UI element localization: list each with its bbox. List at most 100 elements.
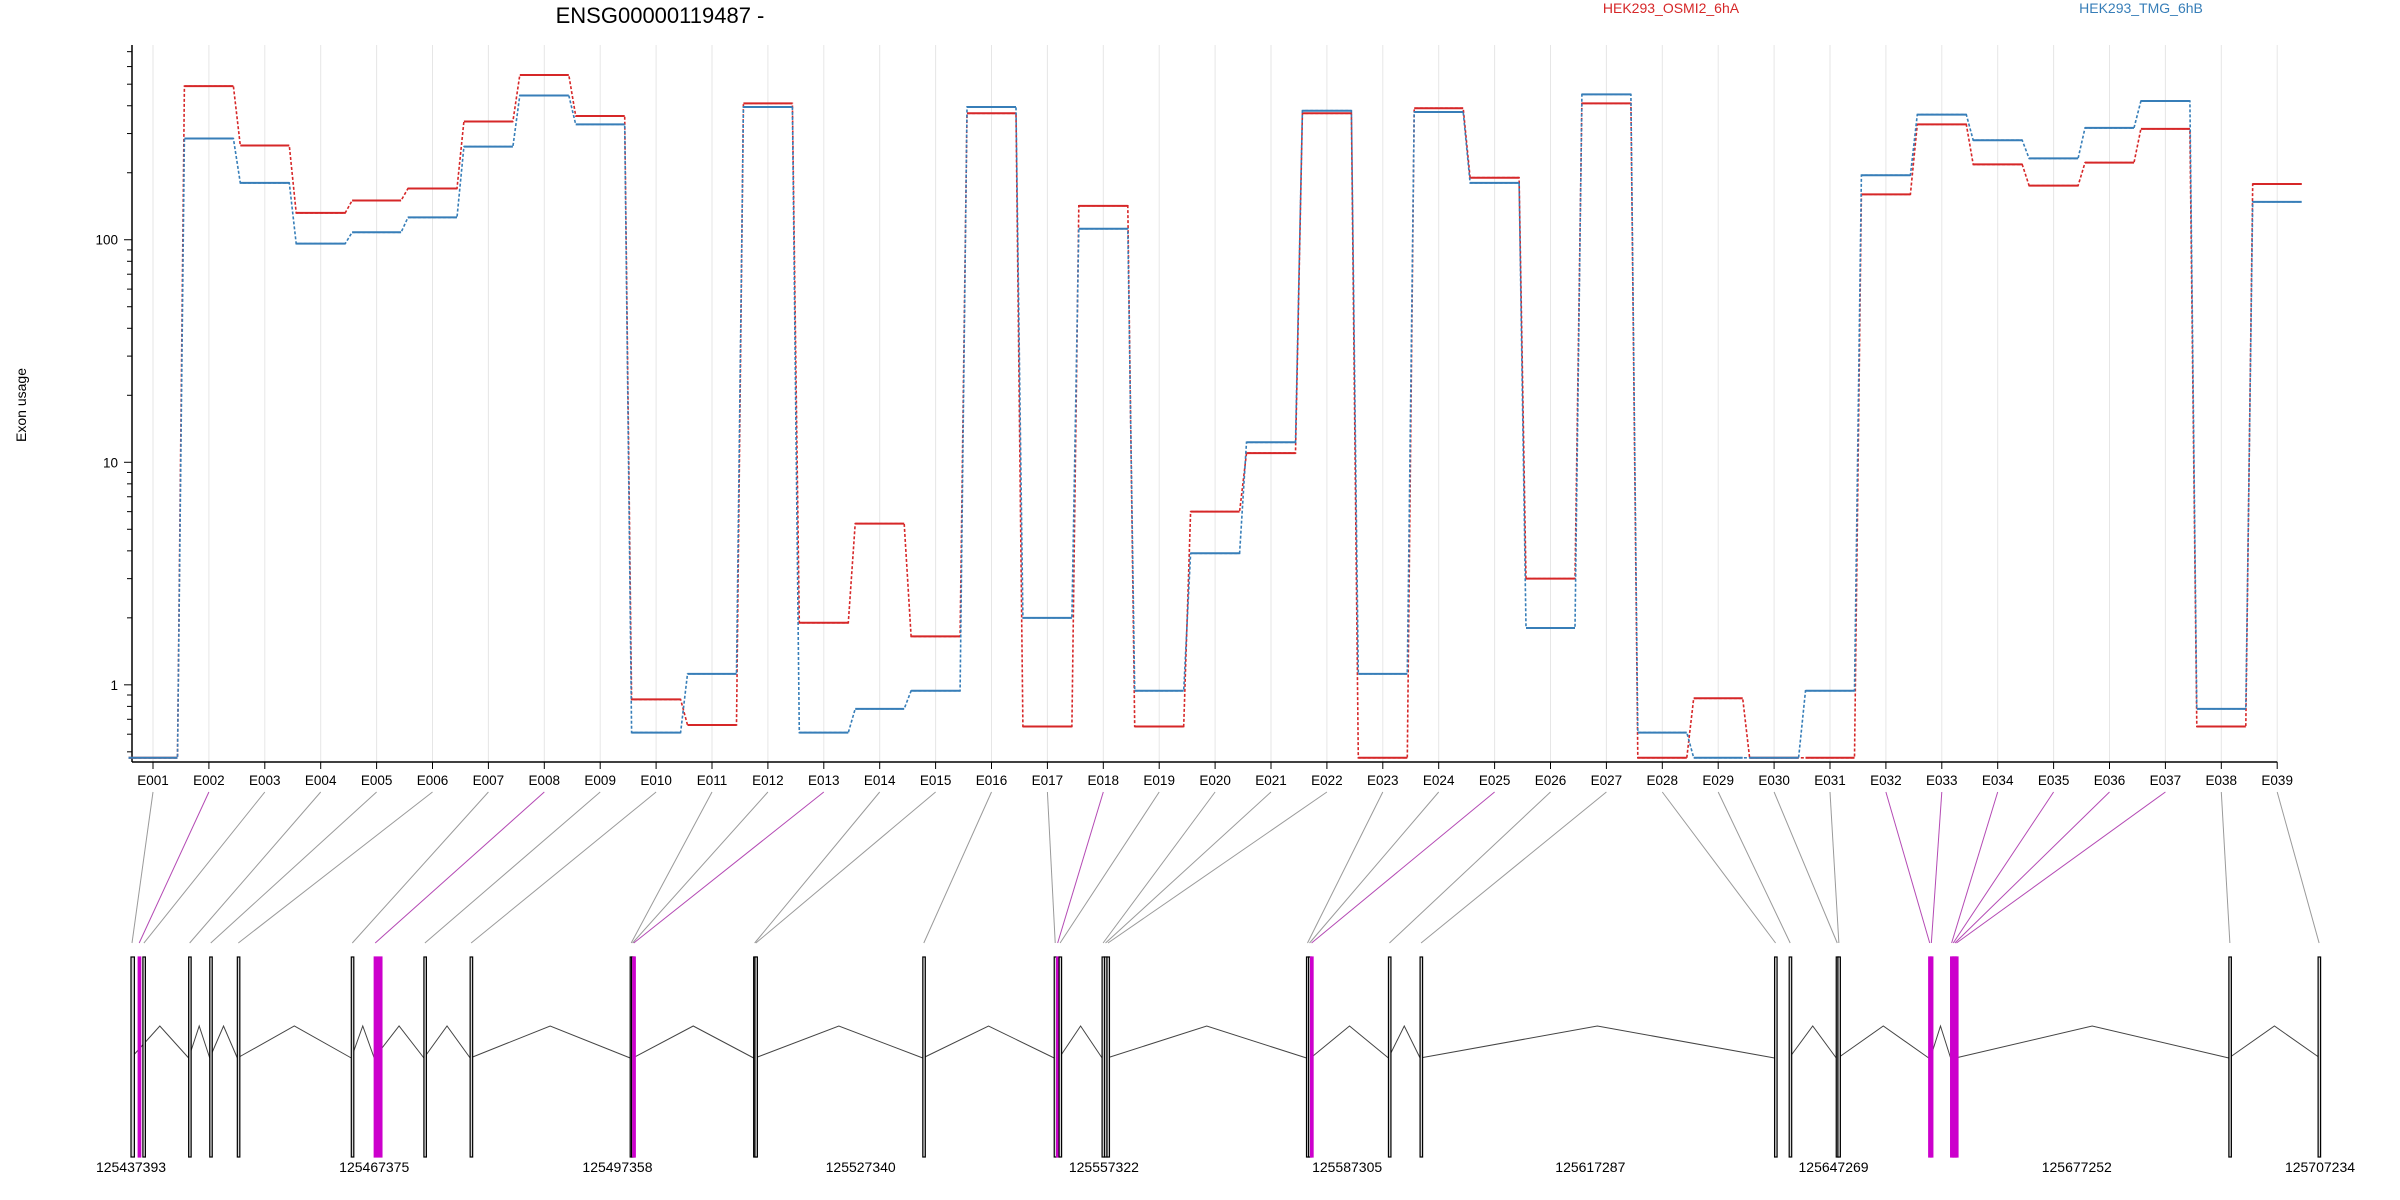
y-tick-label: 10 xyxy=(103,455,118,470)
connector-line xyxy=(633,791,825,944)
coordinate-label: 125497358 xyxy=(582,1159,652,1175)
x-tick-label: E039 xyxy=(2261,773,2293,788)
exon-box-e031 xyxy=(1837,956,1841,1158)
x-tick-label: E023 xyxy=(1367,773,1399,788)
connector-line xyxy=(1930,791,1943,944)
exon-box-e028 xyxy=(1773,956,1778,1158)
exon-box-e039 xyxy=(2317,956,2322,1158)
exon-box-e022 xyxy=(1106,956,1111,1158)
x-tick-label: E001 xyxy=(137,773,169,788)
exon-box-e008 xyxy=(373,956,383,1158)
connector-line xyxy=(1309,791,1440,944)
x-tick-label: E013 xyxy=(808,773,840,788)
intron-line xyxy=(1788,1025,1837,1059)
exon-connector-lines xyxy=(131,791,2320,944)
x-tick-label: E035 xyxy=(2038,773,2070,788)
x-tick-label: E017 xyxy=(1032,773,1064,788)
connector-line xyxy=(1105,791,1272,944)
connector-line xyxy=(632,791,769,944)
connector-line xyxy=(470,791,657,944)
connector-line xyxy=(1956,791,2166,944)
connector-line xyxy=(1107,791,1328,944)
connector-line xyxy=(1661,791,1776,944)
x-tick-label: E025 xyxy=(1479,773,1511,788)
exon-box-e037 xyxy=(1954,956,1959,1158)
connector-line xyxy=(1059,791,1160,944)
connector-line xyxy=(1829,791,1840,944)
coordinate-label: 125437393 xyxy=(96,1159,166,1175)
x-tick-label: E006 xyxy=(417,773,449,788)
x-tick-label: E030 xyxy=(1758,773,1790,788)
connector-line xyxy=(1954,791,2110,944)
x-tick-label: E015 xyxy=(920,773,952,788)
exon-box-e006 xyxy=(236,956,241,1158)
intron-line xyxy=(2228,1025,2321,1059)
connector-line xyxy=(1307,791,1384,944)
x-tick-label: E019 xyxy=(1143,773,1175,788)
x-tick-label: E029 xyxy=(1702,773,1734,788)
exon-box-e002 xyxy=(137,956,142,1158)
connector-line xyxy=(754,791,881,944)
exon-box-e025 xyxy=(1309,956,1314,1158)
genomic-coordinate-axis: 125437393 125467375 125497358 125527340 1255… xyxy=(96,1159,2355,1175)
exon-box-e009 xyxy=(423,956,428,1158)
chart-title: ENSG00000119487 - xyxy=(556,3,765,28)
connector-line xyxy=(143,791,266,944)
x-tick-label: E028 xyxy=(1647,773,1679,788)
x-tick-label: E010 xyxy=(640,773,672,788)
intron-line xyxy=(1955,1025,2229,1059)
exon-box-e019 xyxy=(1058,956,1063,1158)
connector-line xyxy=(210,791,377,944)
intron-line xyxy=(632,1025,754,1059)
x-tick-label: E021 xyxy=(1255,773,1287,788)
x-tick-label: E004 xyxy=(305,773,337,788)
exon-box-e013 xyxy=(632,956,636,1158)
x-tick-label: E012 xyxy=(752,773,784,788)
exon-box-e007 xyxy=(350,956,355,1158)
x-tick-label: E026 xyxy=(1535,773,1567,788)
x-tick-label: E034 xyxy=(1982,773,2014,788)
connector-line xyxy=(1057,791,1104,944)
connector-line xyxy=(189,791,322,944)
connector-line xyxy=(923,791,992,944)
coordinate-label: 125617287 xyxy=(1555,1159,1625,1175)
intron-line xyxy=(188,1024,211,1059)
x-tick-label: E003 xyxy=(249,773,281,788)
exon-box-e005 xyxy=(209,956,213,1158)
x-tick-label: E033 xyxy=(1926,773,1958,788)
intron-line xyxy=(1837,1025,1930,1059)
connector-line xyxy=(2276,791,2320,944)
axes: 1 10 100 xyxy=(95,45,2278,763)
exon-box-e003 xyxy=(142,956,147,1158)
intron-line xyxy=(1310,1025,1389,1059)
x-tick-label: E016 xyxy=(976,773,1008,788)
coordinate-label: 125647269 xyxy=(1799,1159,1869,1175)
x-tick-label: E008 xyxy=(529,773,561,788)
connector-line xyxy=(2220,791,2231,944)
intron-line xyxy=(1929,1024,1952,1059)
connector-line xyxy=(630,791,713,944)
x-tick-label: E038 xyxy=(2206,773,2238,788)
connector-line xyxy=(1885,791,1931,944)
y-tick-label: 100 xyxy=(95,233,118,248)
connector-line xyxy=(1952,791,2055,944)
intron-line xyxy=(922,1025,1055,1059)
intron-line xyxy=(350,1024,375,1059)
gene-model xyxy=(130,956,2322,1158)
intron-line xyxy=(423,1025,471,1059)
connector-line xyxy=(351,791,489,944)
x-tick-label: E024 xyxy=(1423,773,1455,788)
coordinate-label: 125677252 xyxy=(2042,1159,2112,1175)
y-axis-label: Exon usage xyxy=(13,368,29,442)
intron-line xyxy=(1419,1025,1775,1059)
connector-line xyxy=(1773,791,1838,944)
connector-line xyxy=(138,791,210,944)
x-tick-label: E027 xyxy=(1591,773,1623,788)
x-tick-label: E020 xyxy=(1199,773,1231,788)
exon-box-e033 xyxy=(1929,956,1934,1158)
intron-line xyxy=(1106,1025,1307,1059)
x-tick-label: E036 xyxy=(2094,773,2126,788)
coordinate-label: 125467375 xyxy=(339,1159,409,1175)
x-tick-label: E011 xyxy=(697,773,728,788)
